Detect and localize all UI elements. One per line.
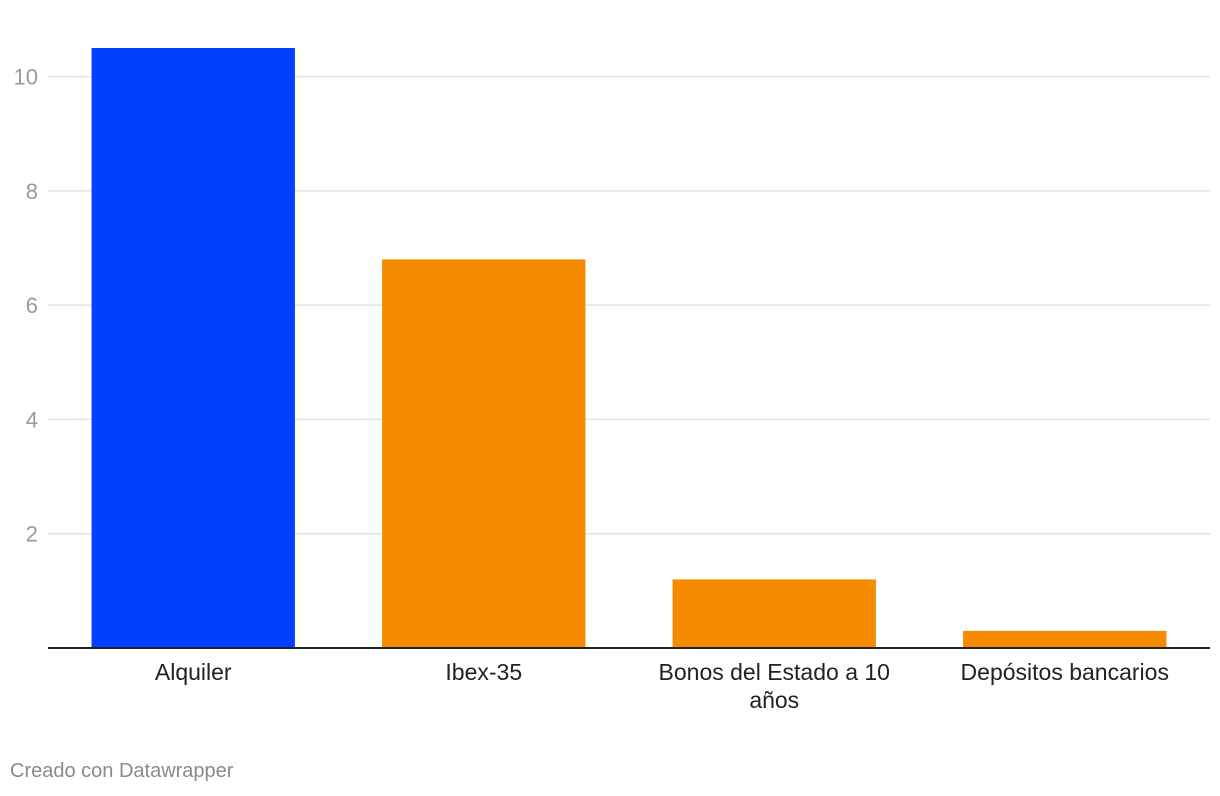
x-tick-label: Depósitos bancarios — [961, 659, 1169, 685]
y-tick-label: 8 — [26, 179, 38, 204]
x-tick-label: Ibex-35 — [445, 659, 522, 685]
x-tick-label: Bonos del Estado a 10 años — [659, 659, 890, 713]
datawrapper-credit: Creado con Datawrapper — [10, 760, 234, 782]
x-axis-category-labels: Alquiler Ibex-35 Bonos del Estado a 10 años… — [155, 659, 1169, 713]
y-tick-label: 4 — [26, 407, 38, 432]
bar-alquiler — [91, 48, 295, 648]
y-tick-label: 10 — [14, 65, 38, 90]
bar-bonos-del-estado-a-10-años — [672, 579, 876, 648]
bars — [91, 48, 1167, 648]
y-axis-tick-labels: 2 4 6 8 10 — [14, 65, 38, 547]
x-tick-label: Alquiler — [155, 659, 232, 685]
bar-ibex-35 — [382, 259, 586, 648]
y-tick-label: 2 — [26, 522, 38, 547]
y-tick-label: 6 — [26, 293, 38, 318]
bar-depósitos-bancarios — [963, 630, 1167, 648]
